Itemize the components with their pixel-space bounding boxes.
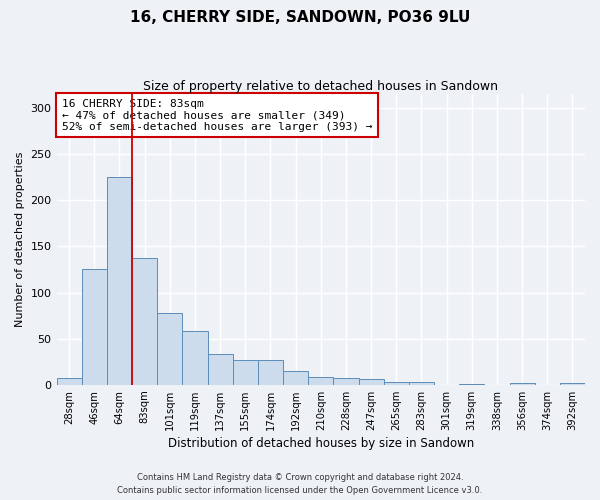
Bar <box>334 378 359 385</box>
Text: 16, CHERRY SIDE, SANDOWN, PO36 9LU: 16, CHERRY SIDE, SANDOWN, PO36 9LU <box>130 10 470 25</box>
Text: 16 CHERRY SIDE: 83sqm
← 47% of detached houses are smaller (349)
52% of semi-det: 16 CHERRY SIDE: 83sqm ← 47% of detached … <box>62 98 373 132</box>
Bar <box>132 258 157 385</box>
X-axis label: Distribution of detached houses by size in Sandown: Distribution of detached houses by size … <box>167 437 474 450</box>
Bar <box>359 380 383 385</box>
Title: Size of property relative to detached houses in Sandown: Size of property relative to detached ho… <box>143 80 498 93</box>
Bar <box>509 383 535 385</box>
Bar <box>308 376 334 385</box>
Bar <box>560 383 585 385</box>
Bar <box>258 360 283 385</box>
Bar <box>283 371 308 385</box>
Y-axis label: Number of detached properties: Number of detached properties <box>15 152 25 327</box>
Bar <box>459 384 484 385</box>
Bar <box>157 313 182 385</box>
Bar <box>409 382 434 385</box>
Text: Contains HM Land Registry data © Crown copyright and database right 2024.
Contai: Contains HM Land Registry data © Crown c… <box>118 474 482 495</box>
Bar <box>233 360 258 385</box>
Bar <box>208 354 233 385</box>
Bar <box>82 270 107 385</box>
Bar <box>182 332 208 385</box>
Bar <box>107 177 132 385</box>
Bar <box>383 382 409 385</box>
Bar <box>56 378 82 385</box>
